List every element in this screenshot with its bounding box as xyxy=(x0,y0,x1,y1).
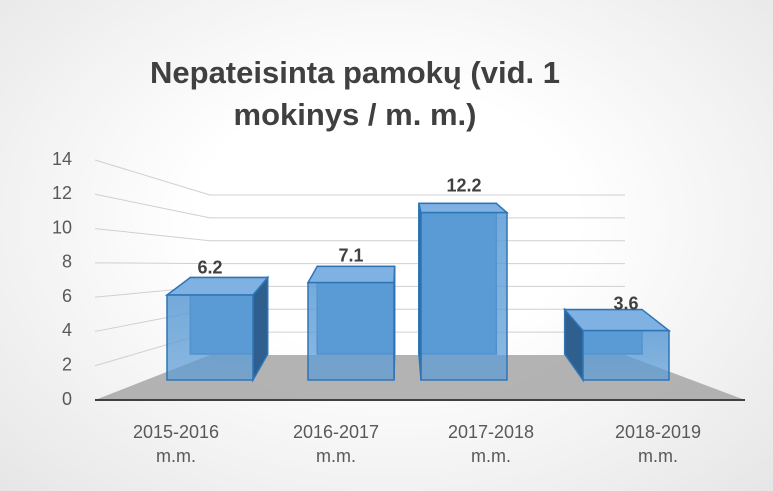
data-label: 6.2 xyxy=(197,258,222,278)
bar-front xyxy=(420,211,508,381)
data-label: 3.6 xyxy=(613,293,638,313)
bar-top xyxy=(306,265,396,284)
bar-front xyxy=(166,294,254,381)
bar xyxy=(306,265,396,381)
bar-front xyxy=(307,281,395,381)
bar xyxy=(563,307,672,383)
data-label: 7.1 xyxy=(338,245,363,265)
y-tick-label: 14 xyxy=(52,149,72,169)
y-tick-label: 12 xyxy=(52,183,72,203)
grid-line xyxy=(94,228,211,242)
y-tick-label: 4 xyxy=(62,320,72,340)
bar-front xyxy=(582,329,670,381)
y-tick-label: 10 xyxy=(52,217,72,237)
grid-line xyxy=(94,193,211,219)
y-tick-label: 0 xyxy=(62,389,72,409)
grid-line xyxy=(94,262,211,265)
bar-top xyxy=(417,202,510,214)
x-tick-label: 2018-2019 m.m. xyxy=(614,422,702,466)
y-tick-label: 2 xyxy=(62,354,72,374)
x-tick-label: 2015-2016 m.m. xyxy=(132,422,220,466)
bar xyxy=(417,202,510,381)
x-tick-label: 2016-2017 m.m. xyxy=(292,422,380,466)
data-label: 12.2 xyxy=(446,175,481,195)
bar-top xyxy=(164,276,270,296)
grid-line xyxy=(94,159,211,196)
bar xyxy=(164,275,270,383)
y-tick-label: 8 xyxy=(62,252,72,272)
y-tick-label: 6 xyxy=(62,286,72,306)
chart-title: Nepateisinta pamokų (vid. 1 mokinys / m.… xyxy=(150,55,560,132)
x-tick-label: 2017-2018 m.m. xyxy=(447,422,535,466)
